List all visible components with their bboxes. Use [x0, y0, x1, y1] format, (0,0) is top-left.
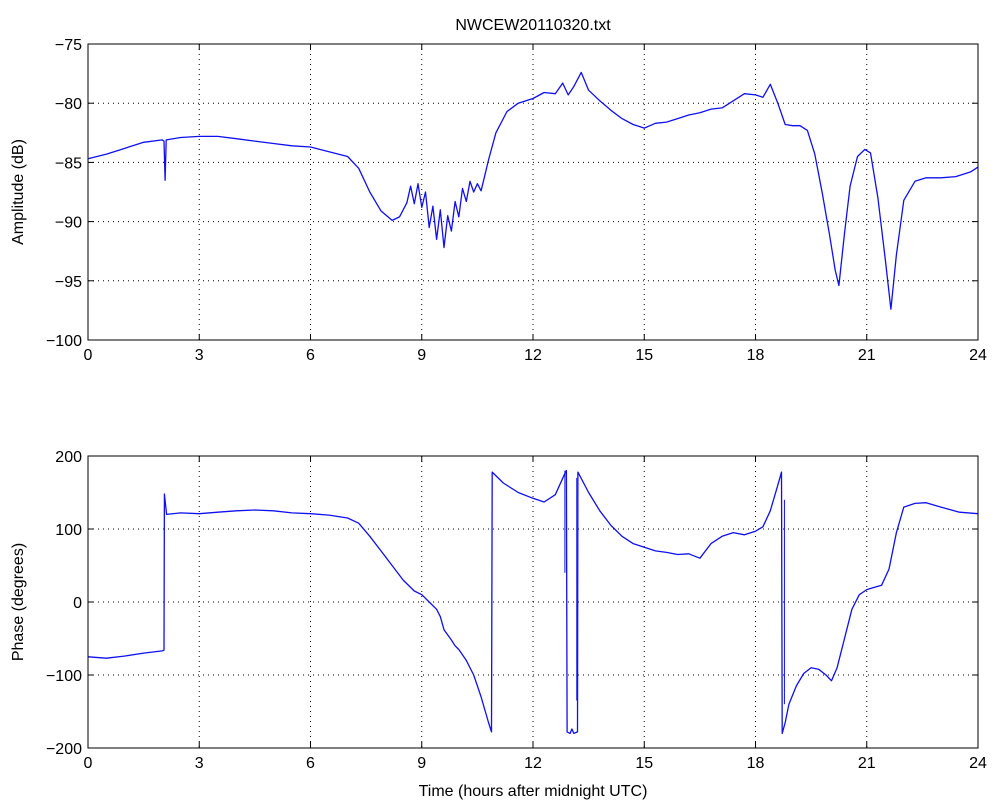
y-tick-label: −100	[46, 333, 82, 350]
x-tick-label: 9	[417, 347, 426, 364]
x-tick-label: 15	[635, 347, 653, 364]
x-tick-label: 0	[84, 347, 93, 364]
x-tick-label: 24	[969, 755, 987, 772]
data-series-line	[87, 469, 979, 735]
chart-title: NWCEW20110320.txt	[455, 17, 611, 34]
y-tick-label: −200	[46, 741, 82, 758]
x-axis-label: Time (hours after midnight UTC)	[419, 783, 648, 800]
x-tick-label: 3	[195, 755, 204, 772]
x-tick-label: 6	[306, 755, 315, 772]
x-tick-label: 18	[747, 347, 765, 364]
data-series-line	[87, 71, 979, 310]
x-tick-label: 21	[858, 755, 876, 772]
y-tick-label: −95	[55, 274, 82, 291]
y-tick-label: −90	[55, 215, 82, 232]
y-tick-label: −80	[55, 96, 82, 113]
x-tick-label: 6	[306, 347, 315, 364]
x-tick-label: 15	[635, 755, 653, 772]
y-tick-label: 100	[55, 522, 82, 539]
y-tick-label: −85	[55, 155, 82, 172]
x-tick-label: 12	[524, 755, 542, 772]
y-axis-label: Amplitude (dB)	[10, 139, 27, 245]
x-tick-label: 3	[195, 347, 204, 364]
x-tick-label: 24	[969, 347, 987, 364]
x-tick-label: 0	[84, 755, 93, 772]
x-tick-label: 12	[524, 347, 542, 364]
amplitude-subplot: 0 3 6 9 12 15 18 21 24 −100 −95 −90 −85 −80 −75 NWCEW20…	[10, 17, 987, 364]
plot-area	[88, 44, 978, 340]
x-tick-label: 9	[417, 755, 426, 772]
y-tick-label: −75	[55, 37, 82, 54]
y-axis-label: Phase (degrees)	[10, 543, 27, 661]
y-tick-label: −100	[46, 668, 82, 685]
y-tick-label: 200	[55, 449, 82, 466]
x-tick-label: 18	[747, 755, 765, 772]
phase-subplot: 0 3 6 9 12 15 18 21 24 −200 −100 0 100 200 Phase (degr…	[10, 449, 987, 800]
y-tick-label: 0	[73, 595, 82, 612]
x-tick-label: 21	[858, 347, 876, 364]
